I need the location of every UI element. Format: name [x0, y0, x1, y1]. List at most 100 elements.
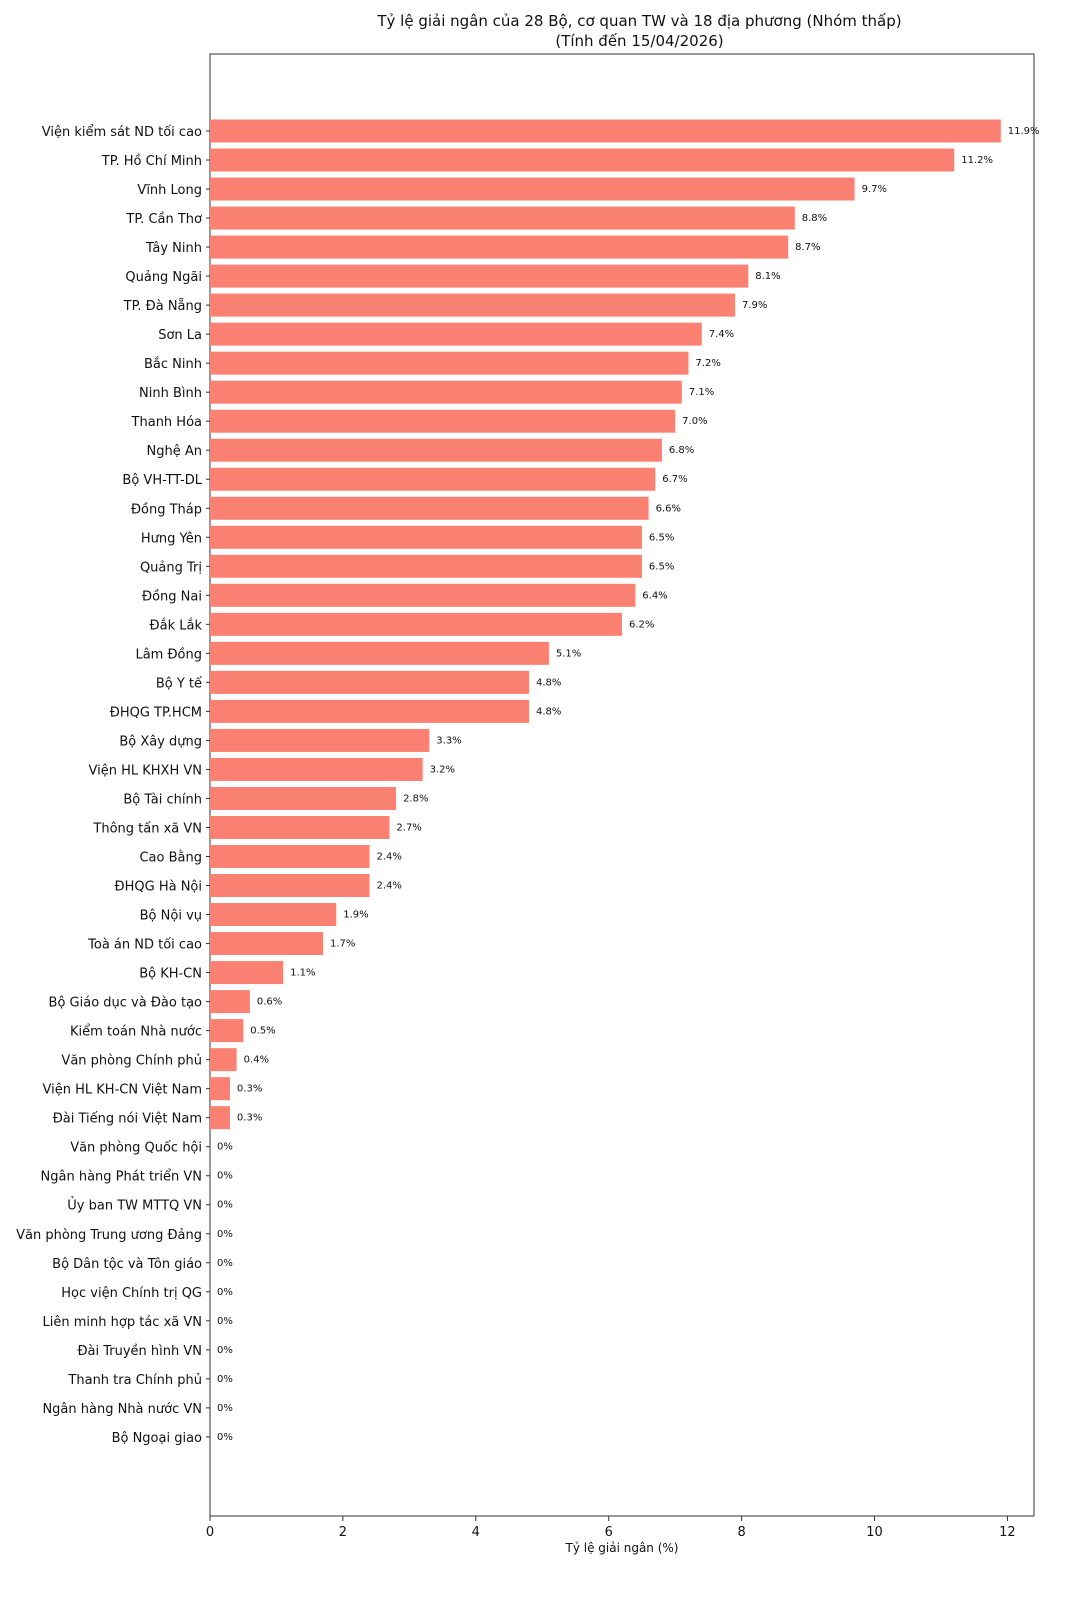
- category-label: Sơn La: [158, 328, 202, 343]
- bar: [210, 1048, 237, 1072]
- category-label: Bộ Y tế: [156, 676, 202, 691]
- category-label: TP. Đà Nẵng: [123, 299, 202, 314]
- category-label: TP. Hồ Chí Minh: [101, 154, 202, 169]
- value-label: 6.6%: [656, 503, 681, 514]
- value-label: 6.5%: [649, 561, 674, 572]
- category-label: Ninh Bình: [139, 386, 202, 401]
- bar: [210, 874, 370, 898]
- category-label: Văn phòng Trung ương Đảng: [16, 1228, 202, 1243]
- category-label: Nghệ An: [147, 444, 202, 459]
- value-label: 6.7%: [662, 474, 687, 485]
- bar: [210, 903, 337, 927]
- value-label: 5.1%: [556, 648, 581, 659]
- value-label: 3.2%: [430, 764, 455, 775]
- bar: [210, 1106, 230, 1130]
- category-label: Bắc Ninh: [144, 357, 202, 372]
- category-label: Bộ Dân tộc và Tôn giáo: [52, 1257, 202, 1272]
- category-label: Hưng Yên: [141, 531, 202, 546]
- x-tick-label: 4: [472, 1525, 480, 1540]
- value-label: 3.3%: [436, 735, 461, 746]
- category-label: Đài Tiếng nói Việt Nam: [53, 1112, 202, 1127]
- category-label: Lâm Đồng: [135, 647, 202, 662]
- x-tick-label: 12: [999, 1525, 1016, 1540]
- bar: [210, 235, 789, 259]
- category-label: Văn phòng Chính phủ: [61, 1054, 202, 1069]
- value-label: 0%: [217, 1171, 233, 1182]
- category-label: Tây Ninh: [145, 241, 202, 256]
- category-label: Thanh Hóa: [131, 415, 202, 430]
- bar: [210, 264, 749, 288]
- category-label: Liên minh hợp tác xã VN: [43, 1315, 202, 1330]
- x-axis-label: Tỷ lệ giải ngân (%): [565, 1541, 679, 1555]
- bar: [210, 641, 549, 665]
- bar: [210, 786, 397, 810]
- value-label: 7.2%: [695, 358, 720, 369]
- value-label: 0.5%: [250, 1026, 275, 1037]
- category-label: Ngân hàng Phát triển VN: [41, 1170, 202, 1185]
- value-label: 6.4%: [642, 590, 667, 601]
- value-label: 11.9%: [1008, 126, 1040, 137]
- bar: [210, 757, 423, 781]
- value-label: 2.4%: [376, 852, 401, 863]
- bar: [210, 438, 662, 462]
- bar: [210, 728, 430, 752]
- bar: [210, 845, 370, 868]
- x-tick-label: 10: [866, 1525, 883, 1540]
- category-label: Viện HL KHXH VN: [89, 763, 202, 778]
- value-label: 0%: [217, 1316, 233, 1327]
- value-label: 7.4%: [709, 329, 734, 340]
- category-label: Ủy ban TW MTTQ VN: [67, 1197, 202, 1214]
- category-label: Vĩnh Long: [137, 183, 202, 198]
- category-label: Viện HL KH-CN Việt Nam: [43, 1083, 202, 1098]
- category-label: Đồng Tháp: [131, 502, 202, 517]
- bar: [210, 961, 284, 985]
- value-label: 0%: [217, 1432, 233, 1443]
- category-label: Quảng Ngãi: [125, 270, 202, 285]
- category-label: Đài Truyền hình VN: [77, 1344, 202, 1359]
- bar: [210, 148, 955, 172]
- category-label: ĐHQG TP.HCM: [110, 705, 202, 720]
- plot-frame: [209, 53, 1035, 1517]
- category-label: Học viện Chính trị QG: [61, 1286, 202, 1301]
- bar: [210, 1019, 244, 1043]
- value-label: 0%: [217, 1229, 233, 1240]
- value-label: 1.1%: [290, 968, 315, 979]
- chart-title: Tỷ lệ giải ngân của 28 Bộ, cơ quan TW và…: [377, 12, 902, 30]
- bar: [210, 496, 649, 520]
- value-label: 0%: [217, 1200, 233, 1211]
- value-label: 2.4%: [376, 881, 401, 892]
- bar: [210, 206, 795, 230]
- bar: [210, 583, 636, 607]
- category-label: Bộ Xây dựng: [119, 734, 202, 749]
- bar: [210, 351, 689, 375]
- bar: [210, 409, 676, 433]
- value-label: 0%: [217, 1374, 233, 1385]
- value-label: 6.2%: [629, 619, 654, 630]
- x-tick-label: 8: [737, 1525, 745, 1540]
- value-label: 11.2%: [961, 155, 993, 166]
- value-label: 7.9%: [742, 300, 767, 311]
- bar: [210, 699, 529, 723]
- value-label: 9.7%: [862, 184, 887, 195]
- bar: [210, 322, 702, 346]
- category-label: Bộ Ngoại giao: [112, 1431, 202, 1446]
- value-label: 0.3%: [237, 1113, 262, 1124]
- bar: [210, 670, 529, 694]
- category-label: Bộ Nội vụ: [140, 909, 202, 924]
- category-label: Bộ VH-TT-DL: [122, 473, 202, 488]
- category-label: Cao Bằng: [139, 851, 202, 866]
- value-label: 1.9%: [343, 910, 368, 921]
- x-tick-label: 2: [339, 1525, 347, 1540]
- value-label: 0%: [217, 1287, 233, 1298]
- category-label: TP. Cần Thơ: [125, 212, 202, 227]
- value-label: 4.8%: [536, 706, 561, 717]
- bar: [210, 119, 1001, 143]
- bar: [210, 612, 622, 636]
- value-label: 6.8%: [669, 445, 694, 456]
- value-label: 0%: [217, 1258, 233, 1269]
- value-label: 0.3%: [237, 1084, 262, 1095]
- value-label: 1.7%: [330, 939, 355, 950]
- category-label: Bộ KH-CN: [139, 967, 202, 982]
